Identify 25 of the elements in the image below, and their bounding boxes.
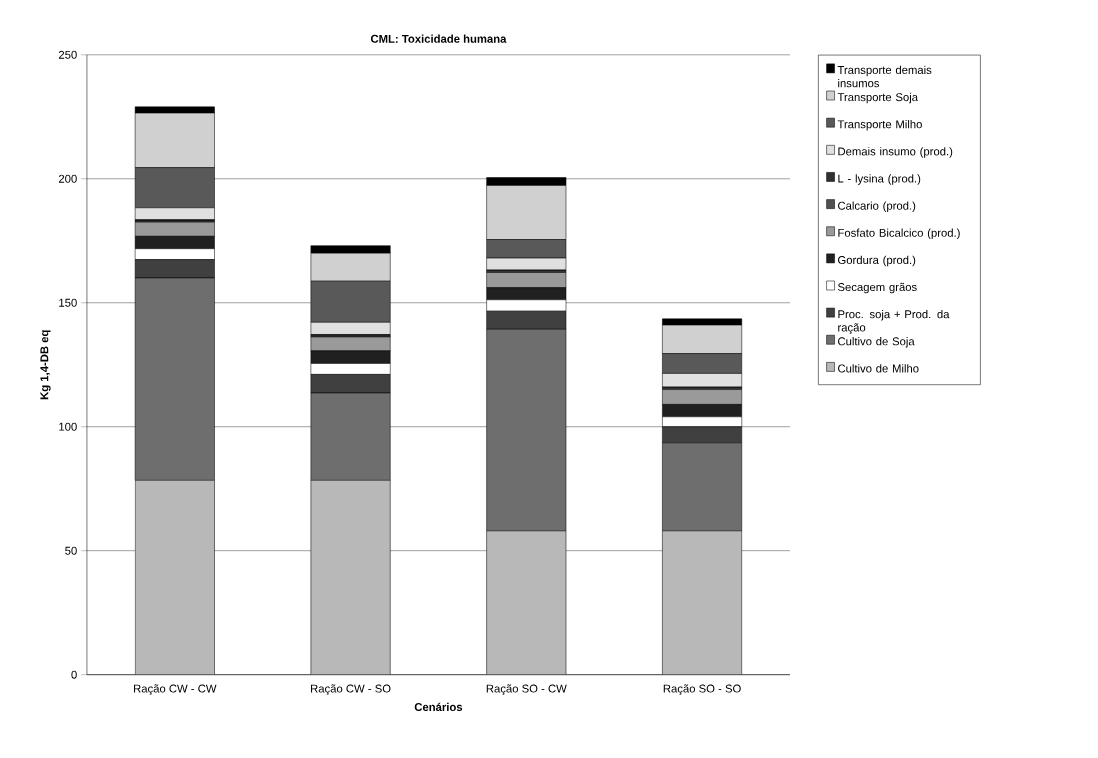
legend-label: Cultivo de Soja	[838, 337, 915, 348]
x-tick-label: Ração SO - CW	[486, 684, 567, 695]
legend-label: L - lysina (prod.)	[838, 174, 921, 185]
legend-label: Transporte Soja	[837, 92, 918, 104]
y-tick-label: 200	[58, 174, 77, 183]
x-axis-title: Cenários	[414, 702, 463, 712]
legend-label: Calcario (prod.)	[838, 201, 916, 213]
y-tick-label: 150	[59, 298, 77, 307]
legend-label: Transporte Milho	[837, 120, 922, 131]
x-tick-label: Ração CW - CW	[134, 684, 217, 695]
y-tick-label: 100	[59, 422, 77, 431]
legend-label: Proc. soja + Prod. da ração	[838, 310, 950, 334]
y-axis-title: Kg 1,4-DB eq	[40, 330, 51, 400]
legend-label: Gordura (prod.)	[838, 255, 916, 267]
x-tick-label: Ração CW - SO	[311, 684, 391, 695]
legend-label: Fosfato Bicalcico (prod.)	[838, 228, 960, 240]
legend-label: Demais insumo (prod.)	[838, 147, 953, 158]
y-tick-label: 250	[58, 50, 77, 59]
legend-label: Secagem grãos	[837, 282, 917, 294]
x-tick-label: Ração SO - SO	[663, 684, 741, 695]
legend-label: Transporte demais insumos	[837, 65, 932, 88]
chart-title: CML: Toxicidade humana	[370, 34, 507, 43]
y-tick-label: 50	[65, 546, 77, 555]
y-tick-label: 0	[71, 670, 77, 679]
legend-label: Cultivo de Milho	[838, 364, 919, 373]
